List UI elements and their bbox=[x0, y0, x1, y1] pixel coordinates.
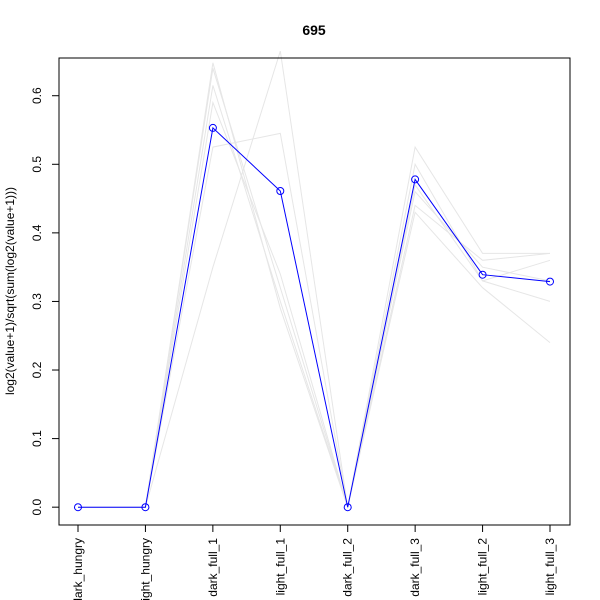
background-series-line-4 bbox=[78, 132, 551, 508]
background-series-lines bbox=[78, 50, 551, 510]
highlight-point-light_hungry bbox=[141, 503, 150, 512]
x-tick-label-dark_full_1: dark_full_1 bbox=[206, 538, 220, 597]
highlight-point-light_full_1 bbox=[276, 187, 285, 195]
x-tick-label-dark_full_3: dark_full_3 bbox=[408, 538, 422, 597]
x-tick-label-light_full_3: light_full_3 bbox=[543, 538, 557, 596]
x-tick-label-dark_hungry: dark_hungry bbox=[71, 538, 85, 600]
background-series-line-2 bbox=[78, 85, 550, 508]
x-tick-label-light_full_2: light_full_2 bbox=[476, 538, 490, 596]
highlight-point-light_full_2 bbox=[478, 270, 487, 279]
background-series-line-1 bbox=[78, 68, 551, 510]
highlight-point-dark_full_3 bbox=[411, 175, 420, 184]
y-tick-label: 0.5 bbox=[30, 156, 44, 173]
background-series-line-6 bbox=[78, 100, 551, 508]
highlight-series bbox=[74, 123, 554, 512]
background-series-line-5 bbox=[78, 62, 551, 510]
highlight-series-line bbox=[78, 126, 551, 508]
y-tick-label: 0.4 bbox=[30, 224, 44, 241]
x-tick-label-light_full_1: light_full_1 bbox=[273, 538, 287, 596]
y-tick-label: 0.1 bbox=[30, 430, 44, 447]
highlight-point-dark_full_1 bbox=[208, 123, 217, 132]
x-tick-label-light_hungry: light_hungry bbox=[138, 538, 152, 600]
x-axis: dark_hungry light_hungry dark_full_1 light_… bbox=[71, 525, 557, 600]
y-axis: 0.0 0.1 0.2 0.3 0.4 0.5 0.6 bbox=[30, 87, 59, 516]
chart-title: 695 bbox=[302, 22, 326, 38]
background-series-line-3 bbox=[78, 50, 551, 508]
y-axis-title: log2(value+1)/sqrt(sum(log2(value+1))) bbox=[3, 187, 17, 395]
highlight-point-dark_hungry bbox=[74, 503, 82, 512]
x-tick-label-dark_full_2: dark_full_2 bbox=[341, 538, 355, 597]
highlight-point-dark_full_2 bbox=[343, 503, 352, 512]
plot-frame bbox=[58, 57, 571, 526]
y-tick-label: 0.6 bbox=[30, 87, 44, 104]
y-tick-label: 0.0 bbox=[30, 499, 44, 516]
y-tick-label: 0.2 bbox=[30, 361, 44, 378]
y-tick-label: 0.3 bbox=[30, 293, 44, 310]
highlight-point-light_full_3 bbox=[546, 277, 554, 286]
